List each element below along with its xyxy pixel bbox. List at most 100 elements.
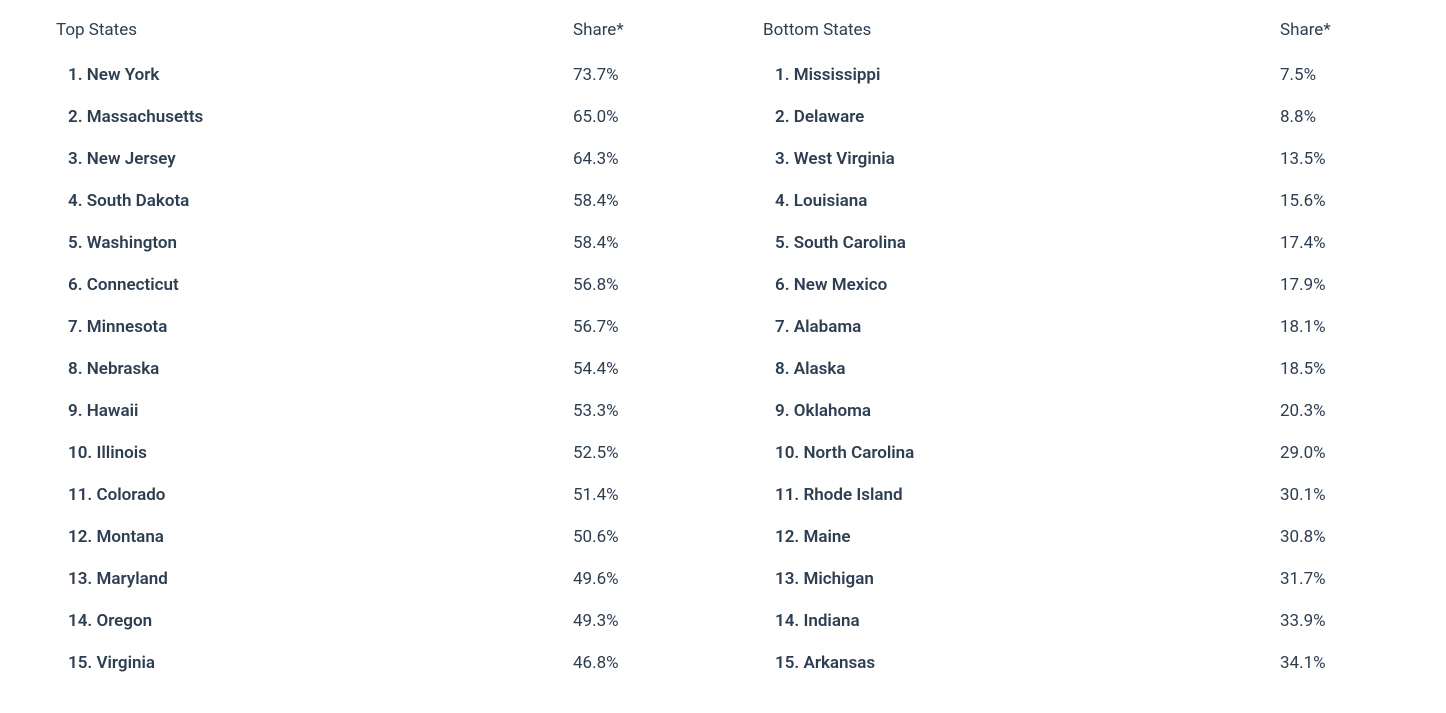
share-value: 73.7% (573, 65, 683, 85)
rank-name: 9. Oklahoma (775, 401, 1280, 421)
rank-name: 7. Alabama (775, 317, 1280, 337)
table-row: 11. Colorado51.4% (56, 474, 683, 516)
table-row: 6. New Mexico17.9% (763, 264, 1390, 306)
rank-name: 13. Michigan (775, 569, 1280, 589)
table-row: 1. Mississippi7.5% (763, 54, 1390, 96)
share-value: 20.3% (1280, 401, 1390, 421)
rank-name: 9. Hawaii (68, 401, 573, 421)
rank-name: 5. South Carolina (775, 233, 1280, 253)
rank-name: 1. New York (68, 65, 573, 85)
table-row: 3. West Virginia13.5% (763, 138, 1390, 180)
share-value: 56.7% (573, 317, 683, 337)
rank-name: 2. Delaware (775, 107, 1280, 127)
table-row: 9. Hawaii53.3% (56, 390, 683, 432)
share-value: 30.8% (1280, 527, 1390, 547)
rank-name: 10. North Carolina (775, 443, 1280, 463)
table-row: 7. Minnesota56.7% (56, 306, 683, 348)
top-states-share-header: Share* (573, 20, 683, 40)
rank-name: 13. Maryland (68, 569, 573, 589)
share-value: 13.5% (1280, 149, 1390, 169)
rank-name: 12. Maine (775, 527, 1280, 547)
rank-name: 11. Colorado (68, 485, 573, 505)
table-row: 10. North Carolina29.0% (763, 432, 1390, 474)
rank-name: 6. New Mexico (775, 275, 1280, 295)
table-row: 7. Alabama18.1% (763, 306, 1390, 348)
table-row: 12. Maine30.8% (763, 516, 1390, 558)
rank-name: 8. Nebraska (68, 359, 573, 379)
table-row: 4. Louisiana15.6% (763, 180, 1390, 222)
share-value: 54.4% (573, 359, 683, 379)
top-states-table: Top States Share* 1. New York73.7%2. Mas… (56, 20, 683, 684)
rank-name: 12. Montana (68, 527, 573, 547)
share-value: 33.9% (1280, 611, 1390, 631)
table-row: 14. Oregon49.3% (56, 600, 683, 642)
table-row: 8. Nebraska54.4% (56, 348, 683, 390)
share-value: 50.6% (573, 527, 683, 547)
share-value: 8.8% (1280, 107, 1390, 127)
share-value: 31.7% (1280, 569, 1390, 589)
share-value: 65.0% (573, 107, 683, 127)
share-value: 30.1% (1280, 485, 1390, 505)
share-value: 18.1% (1280, 317, 1390, 337)
rank-name: 14. Oregon (68, 611, 573, 631)
rank-name: 8. Alaska (775, 359, 1280, 379)
rank-name: 15. Virginia (68, 653, 573, 673)
table-row: 15. Virginia46.8% (56, 642, 683, 684)
table-row: 9. Oklahoma20.3% (763, 390, 1390, 432)
table-row: 6. Connecticut56.8% (56, 264, 683, 306)
table-row: 13. Michigan31.7% (763, 558, 1390, 600)
share-value: 15.6% (1280, 191, 1390, 211)
share-value: 29.0% (1280, 443, 1390, 463)
table-row: 2. Massachusetts65.0% (56, 96, 683, 138)
table-row: 13. Maryland49.6% (56, 558, 683, 600)
table-row: 5. Washington58.4% (56, 222, 683, 264)
share-value: 17.4% (1280, 233, 1390, 253)
share-value: 64.3% (573, 149, 683, 169)
table-row: 15. Arkansas34.1% (763, 642, 1390, 684)
bottom-states-table: Bottom States Share* 1. Mississippi7.5%2… (763, 20, 1390, 684)
table-row: 1. New York73.7% (56, 54, 683, 96)
table-row: 8. Alaska18.5% (763, 348, 1390, 390)
table-row: 4. South Dakota58.4% (56, 180, 683, 222)
rank-name: 6. Connecticut (68, 275, 573, 295)
table-row: 3. New Jersey64.3% (56, 138, 683, 180)
share-value: 17.9% (1280, 275, 1390, 295)
bottom-states-rows: 1. Mississippi7.5%2. Delaware8.8%3. West… (763, 54, 1390, 684)
share-value: 51.4% (573, 485, 683, 505)
table-row: 2. Delaware8.8% (763, 96, 1390, 138)
rank-name: 10. Illinois (68, 443, 573, 463)
share-value: 7.5% (1280, 65, 1390, 85)
top-states-rows: 1. New York73.7%2. Massachusetts65.0%3. … (56, 54, 683, 684)
rank-name: 15. Arkansas (775, 653, 1280, 673)
share-value: 53.3% (573, 401, 683, 421)
rank-name: 4. South Dakota (68, 191, 573, 211)
share-value: 49.6% (573, 569, 683, 589)
share-value: 49.3% (573, 611, 683, 631)
rank-name: 4. Louisiana (775, 191, 1280, 211)
rank-name: 3. New Jersey (68, 149, 573, 169)
share-value: 58.4% (573, 233, 683, 253)
top-states-title: Top States (56, 20, 573, 40)
rank-name: 3. West Virginia (775, 149, 1280, 169)
table-row: 5. South Carolina17.4% (763, 222, 1390, 264)
rank-name: 14. Indiana (775, 611, 1280, 631)
table-row: 12. Montana50.6% (56, 516, 683, 558)
bottom-states-title: Bottom States (763, 20, 1280, 40)
share-value: 34.1% (1280, 653, 1390, 673)
table-row: 14. Indiana33.9% (763, 600, 1390, 642)
rank-name: 11. Rhode Island (775, 485, 1280, 505)
bottom-states-header: Bottom States Share* (763, 20, 1390, 54)
share-value: 18.5% (1280, 359, 1390, 379)
rank-name: 5. Washington (68, 233, 573, 253)
rank-name: 1. Mississippi (775, 65, 1280, 85)
bottom-states-share-header: Share* (1280, 20, 1390, 40)
rank-name: 7. Minnesota (68, 317, 573, 337)
table-row: 10. Illinois52.5% (56, 432, 683, 474)
tables-container: Top States Share* 1. New York73.7%2. Mas… (56, 20, 1390, 684)
share-value: 56.8% (573, 275, 683, 295)
table-row: 11. Rhode Island30.1% (763, 474, 1390, 516)
share-value: 46.8% (573, 653, 683, 673)
share-value: 52.5% (573, 443, 683, 463)
rank-name: 2. Massachusetts (68, 107, 573, 127)
top-states-header: Top States Share* (56, 20, 683, 54)
